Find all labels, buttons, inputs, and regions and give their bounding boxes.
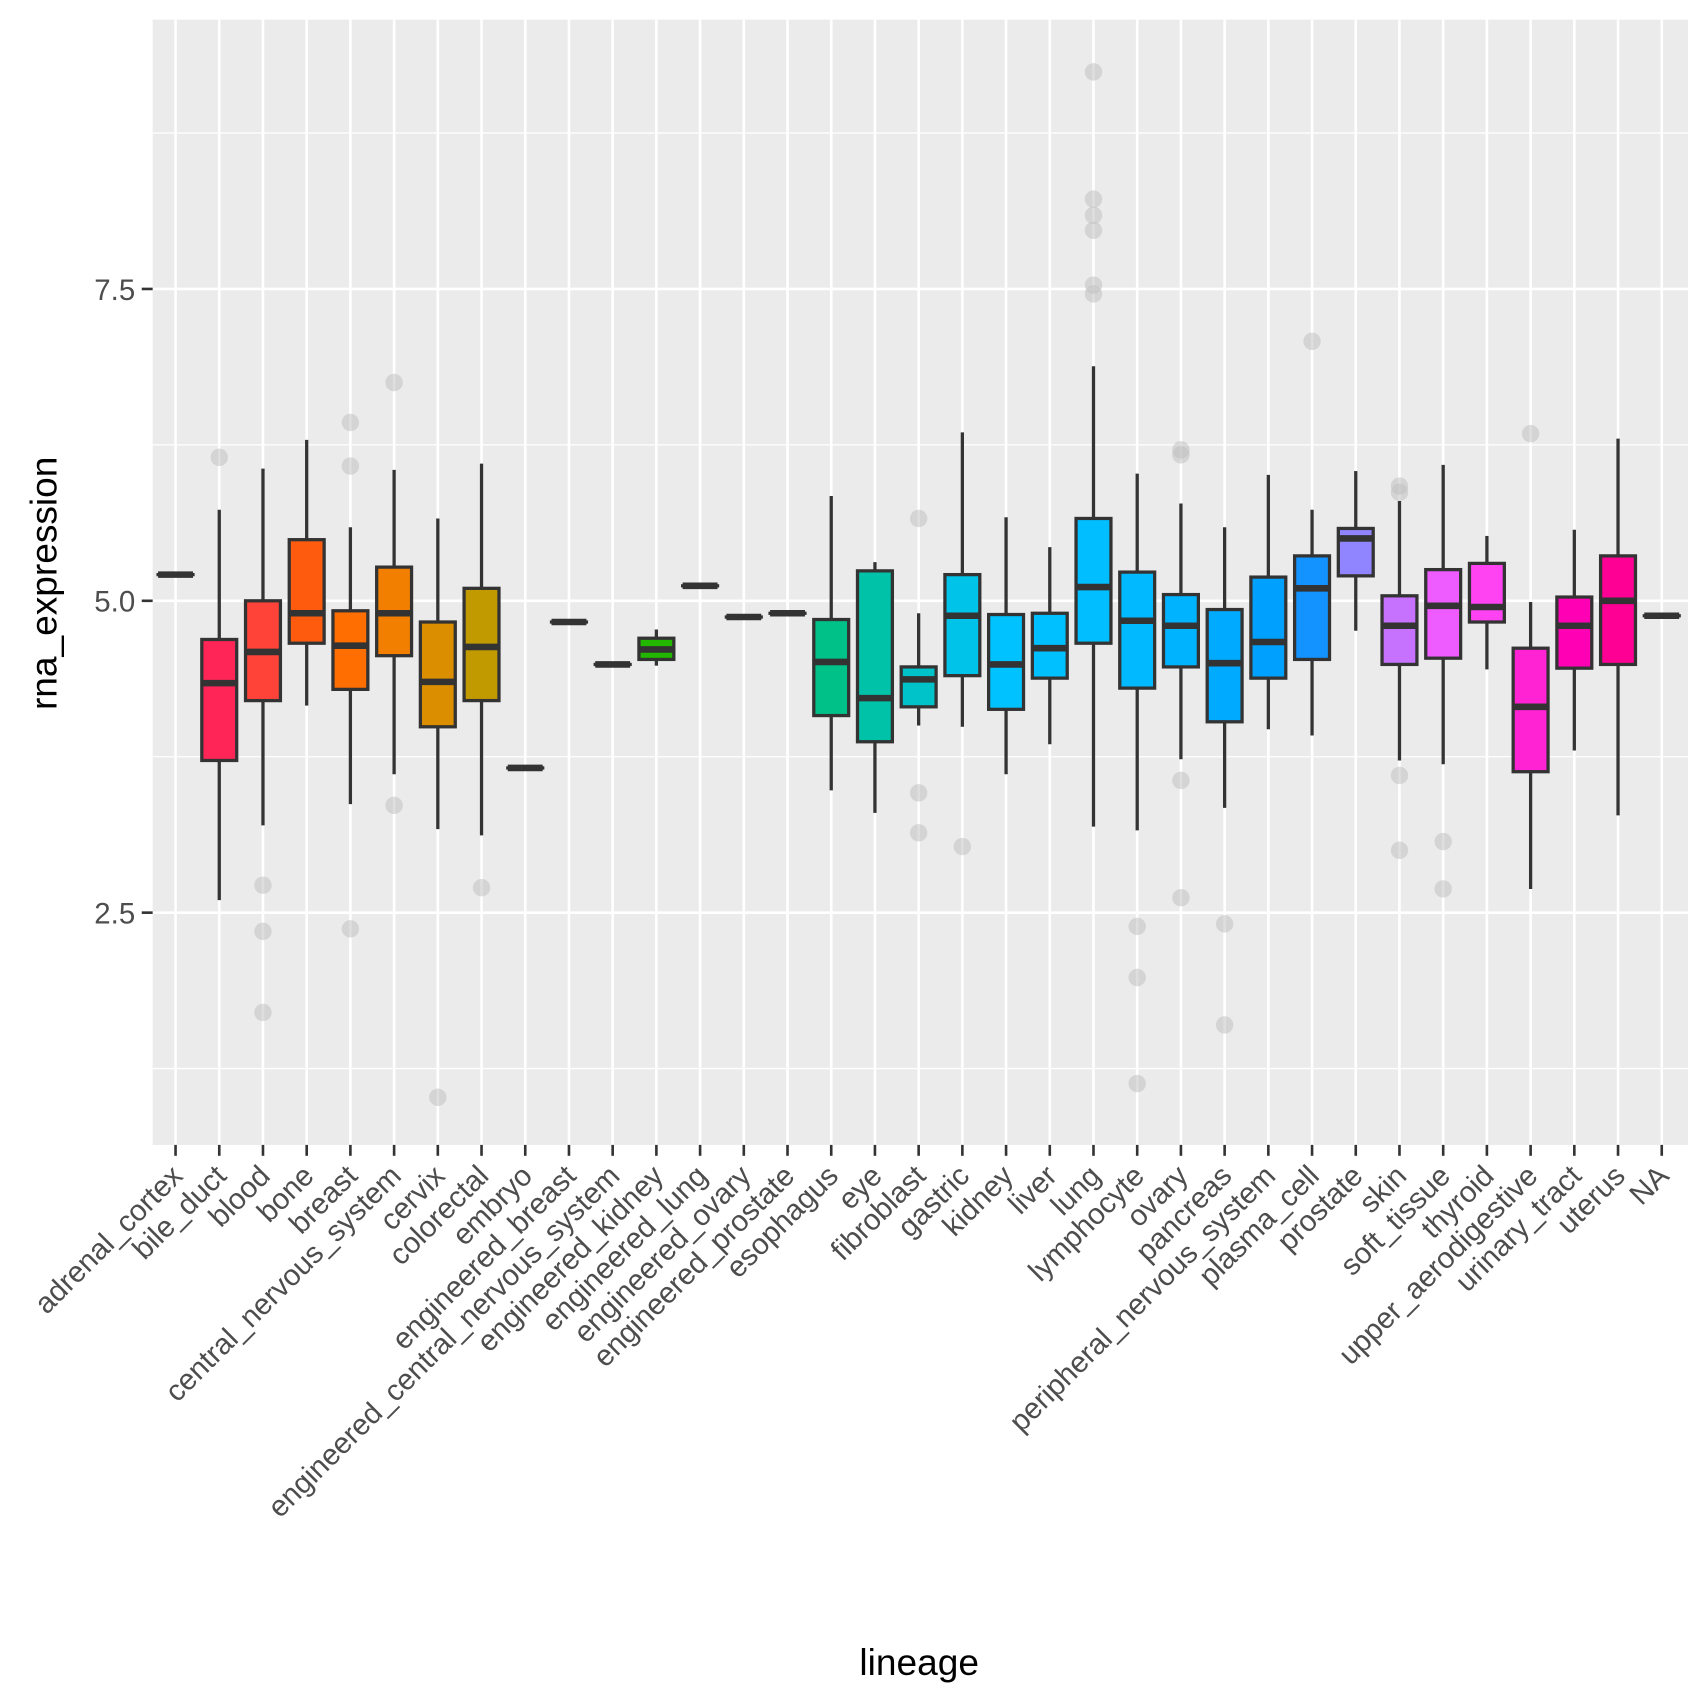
outlier-point [254, 922, 272, 941]
outlier-point [1303, 332, 1321, 351]
y-tick-label: 2.5 [94, 898, 135, 931]
outlier-point [1084, 190, 1103, 208]
outlier-point [1128, 917, 1146, 936]
box-peripheral-nervous-system [1249, 474, 1288, 730]
outlier-point [1128, 1074, 1146, 1093]
box-fibroblast [899, 613, 938, 726]
box-thyroid [1467, 535, 1506, 670]
outlier-point [1434, 880, 1452, 898]
box-body [418, 620, 457, 729]
outlier-points [210, 63, 1540, 1106]
box-prostate [1336, 471, 1375, 631]
y-tick-label: 5.0 [94, 586, 135, 619]
box-lung [1074, 366, 1113, 827]
outlier-point [953, 837, 972, 856]
box-gastric [943, 432, 982, 727]
outlier-point [429, 1088, 447, 1106]
outlier-point [254, 876, 272, 894]
outlier-point [254, 1003, 272, 1022]
box-body [1598, 554, 1638, 667]
y-axis: 2.5 5.0 7.5 [94, 274, 153, 931]
x-tick-label: NA [1623, 1159, 1676, 1212]
box-blood [243, 468, 283, 826]
box-body [1380, 594, 1419, 667]
boxes [156, 366, 1681, 901]
outlier-point [1084, 285, 1103, 303]
box-lymphocyte [1118, 473, 1157, 831]
outlier-point [472, 878, 491, 897]
box-bile-duct [200, 509, 239, 901]
box-skin [1380, 501, 1419, 761]
box-body [1118, 570, 1157, 690]
outlier-point [1084, 221, 1103, 240]
box-body [812, 617, 851, 718]
box-engineered-kidney [637, 629, 676, 666]
outlier-point [341, 457, 360, 475]
outlier-point [909, 784, 928, 802]
outlier-point [341, 920, 360, 938]
box-body [331, 609, 370, 692]
box-body [899, 665, 938, 709]
box-body [1467, 561, 1506, 624]
box-breast [331, 527, 370, 805]
box-pancreas [1205, 527, 1244, 808]
box-colorectal [462, 463, 501, 836]
box-urinary-tract [1555, 529, 1594, 751]
box-ovary [1161, 503, 1201, 760]
x-axis: adrenal_cortexbile_ductbloodbonebreastce… [28, 1144, 1676, 1524]
outlier-point [1434, 832, 1452, 851]
outlier-point [1215, 1016, 1234, 1034]
box-esophagus [812, 496, 851, 791]
outlier-point [1390, 766, 1409, 785]
box-body [1555, 595, 1594, 670]
box-central-nervous-system [375, 469, 414, 775]
outlier-point [1172, 446, 1190, 464]
outlier-point [1215, 915, 1234, 933]
outlier-point [385, 796, 403, 815]
outlier-point [909, 824, 928, 842]
outlier-point [1521, 424, 1540, 443]
y-axis-title: rna_expression [23, 457, 65, 710]
box-body [1249, 575, 1288, 680]
outlier-point [385, 373, 403, 392]
box-plasma-cell [1292, 509, 1332, 736]
box-body [1161, 592, 1201, 669]
box-body [943, 572, 982, 678]
box-kidney [986, 517, 1026, 775]
outlier-point [1128, 968, 1146, 987]
box-body [855, 569, 895, 744]
box-uterus [1598, 438, 1638, 816]
box-body [200, 637, 239, 763]
box-body [1424, 567, 1463, 660]
box-body [1292, 554, 1332, 662]
outlier-point [1390, 841, 1409, 860]
box-liver [1030, 547, 1069, 745]
outlier-point [1390, 483, 1409, 502]
outlier-point [1172, 888, 1190, 907]
box-body [287, 538, 326, 645]
outlier-point [1172, 771, 1190, 790]
outlier-point [909, 509, 928, 528]
box-body [1074, 516, 1113, 645]
y-tick-label: 7.5 [94, 274, 135, 307]
outlier-point [1084, 63, 1103, 81]
outlier-point [341, 413, 360, 432]
outlier-point [1084, 206, 1103, 225]
box-cervix [418, 518, 457, 830]
box-eye [855, 562, 895, 813]
outlier-point [210, 448, 228, 467]
x-axis-title: lineage [859, 1641, 979, 1683]
box-bone [287, 439, 326, 706]
box-soft-tissue [1424, 464, 1463, 765]
box-upper-aerodigestive [1511, 602, 1550, 889]
